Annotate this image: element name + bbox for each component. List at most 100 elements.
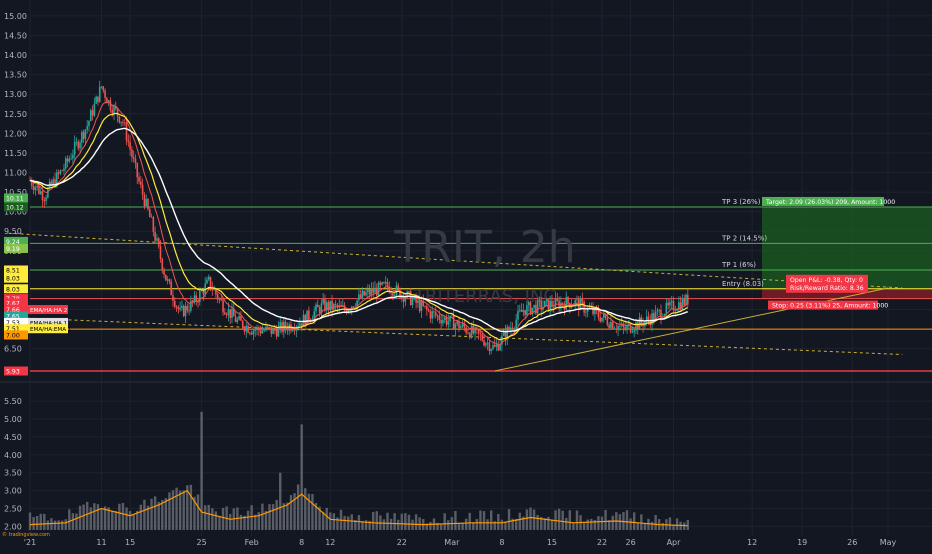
candle-body — [679, 302, 682, 310]
volume-bar — [296, 484, 300, 530]
candle-body — [56, 172, 58, 187]
candle-body — [30, 180, 33, 186]
candle-body — [234, 316, 237, 322]
price-tag-bg — [4, 366, 28, 376]
candle-body — [179, 308, 181, 310]
volume-bar — [336, 517, 339, 530]
candle-body — [279, 322, 282, 327]
price-tag: 7.66 EMA/HA:HA 2 — [4, 305, 68, 315]
volume-bar — [407, 514, 411, 530]
pnl-line-2: Risk/Reward Ratio: 8.36 — [790, 285, 864, 292]
volume-bar — [565, 517, 568, 530]
candle-body — [517, 310, 519, 320]
horizontal-levels[interactable] — [30, 206, 932, 372]
stop-box: Stop: 0.25 (3.11%) 25, Amount: 1000 — [768, 300, 888, 310]
price-tag-text: 8.03 — [6, 286, 20, 293]
volume-bar — [318, 506, 321, 530]
time-axis[interactable]: '21 11 15 25 Feb 8 12 22 Mar 8 15 22 26 Apr 12 19 26 May — [24, 538, 897, 547]
price-tag-text: 5.93 — [6, 368, 20, 375]
candle-body — [284, 321, 287, 328]
x-tick-label: 19 — [797, 538, 807, 547]
price-tag-bg — [4, 311, 28, 321]
candle-body — [617, 325, 619, 330]
x-tick-label: 15 — [547, 538, 557, 547]
candle-body — [490, 349, 492, 352]
candle-body — [631, 331, 634, 333]
candle-body — [154, 231, 156, 241]
y-tick-label: 10.00 — [4, 208, 27, 217]
candle-body — [252, 330, 255, 335]
volume-bar — [393, 513, 396, 530]
candle-body — [266, 326, 269, 328]
candle-body — [669, 302, 671, 306]
candle-body — [685, 294, 687, 305]
volume-bar — [257, 512, 260, 530]
volume-bar — [89, 507, 92, 530]
candle-body — [202, 290, 205, 295]
candle-body — [184, 305, 187, 317]
volume-bar — [357, 515, 361, 530]
volume-bar — [186, 485, 189, 530]
footer-text: © tradingview.com — [2, 531, 50, 538]
candle-body — [556, 298, 559, 301]
candle-body — [191, 300, 194, 302]
volume-bar — [411, 519, 414, 530]
trendline-upper-dashed[interactable] — [8, 232, 903, 289]
candle-body — [104, 90, 106, 98]
candle-body — [647, 316, 650, 320]
volume-bar — [464, 518, 468, 530]
volume-bar — [329, 512, 332, 530]
volume-bar — [111, 511, 114, 530]
candle-body — [384, 281, 387, 284]
candle-body — [36, 186, 38, 188]
x-tick-label: 8 — [299, 538, 304, 547]
candle-body — [465, 327, 467, 333]
candle-body — [308, 310, 310, 320]
candle-body — [383, 282, 385, 284]
candle-body — [54, 179, 56, 187]
x-tick-label: 12 — [325, 538, 335, 547]
candle-body — [406, 291, 408, 298]
trendline-lower-dashed[interactable] — [8, 316, 903, 356]
volume-bar — [200, 411, 203, 530]
level-labels: TP 3 (26%) TP 2 (14.5%) TP 1 (6%) Entry (8.… — [721, 196, 895, 310]
volume-tick-label: 3.00 — [4, 487, 22, 496]
candle-body — [41, 191, 44, 201]
candle-body — [188, 310, 190, 312]
volume-bar — [264, 510, 268, 530]
y-tick-label: 14.50 — [4, 31, 27, 40]
volume-bar — [28, 512, 32, 530]
volume-bar — [604, 509, 607, 530]
volume-bar — [640, 514, 643, 530]
x-tick-label: Apr — [667, 538, 682, 547]
volume-bar — [425, 523, 429, 530]
y-tick-label: 12.00 — [4, 129, 27, 138]
volume-bar — [364, 520, 368, 530]
candle-body — [300, 323, 303, 327]
volume-bar — [515, 518, 518, 530]
volume-bar — [568, 510, 572, 530]
candle-body — [620, 323, 623, 326]
candle-body — [359, 294, 362, 298]
candle-body — [676, 309, 678, 311]
candle-body — [163, 270, 165, 275]
candle-body — [520, 310, 523, 312]
volume-bar — [522, 516, 525, 530]
volume-bar — [68, 509, 71, 530]
candle-body — [57, 172, 60, 174]
candle-body — [342, 305, 344, 307]
candle-body — [540, 300, 543, 310]
volume-bar — [293, 493, 296, 530]
candle-body — [334, 304, 337, 306]
price-tag-text: 9.19 — [6, 246, 20, 253]
candle-body — [131, 149, 133, 158]
candle-body — [320, 303, 323, 314]
candle-body — [73, 141, 76, 155]
volume-bar — [286, 502, 289, 530]
candle-body — [293, 329, 296, 331]
volume-bar — [497, 514, 500, 530]
volume-bar — [350, 514, 353, 530]
y-tick-label: 11.50 — [4, 149, 27, 158]
